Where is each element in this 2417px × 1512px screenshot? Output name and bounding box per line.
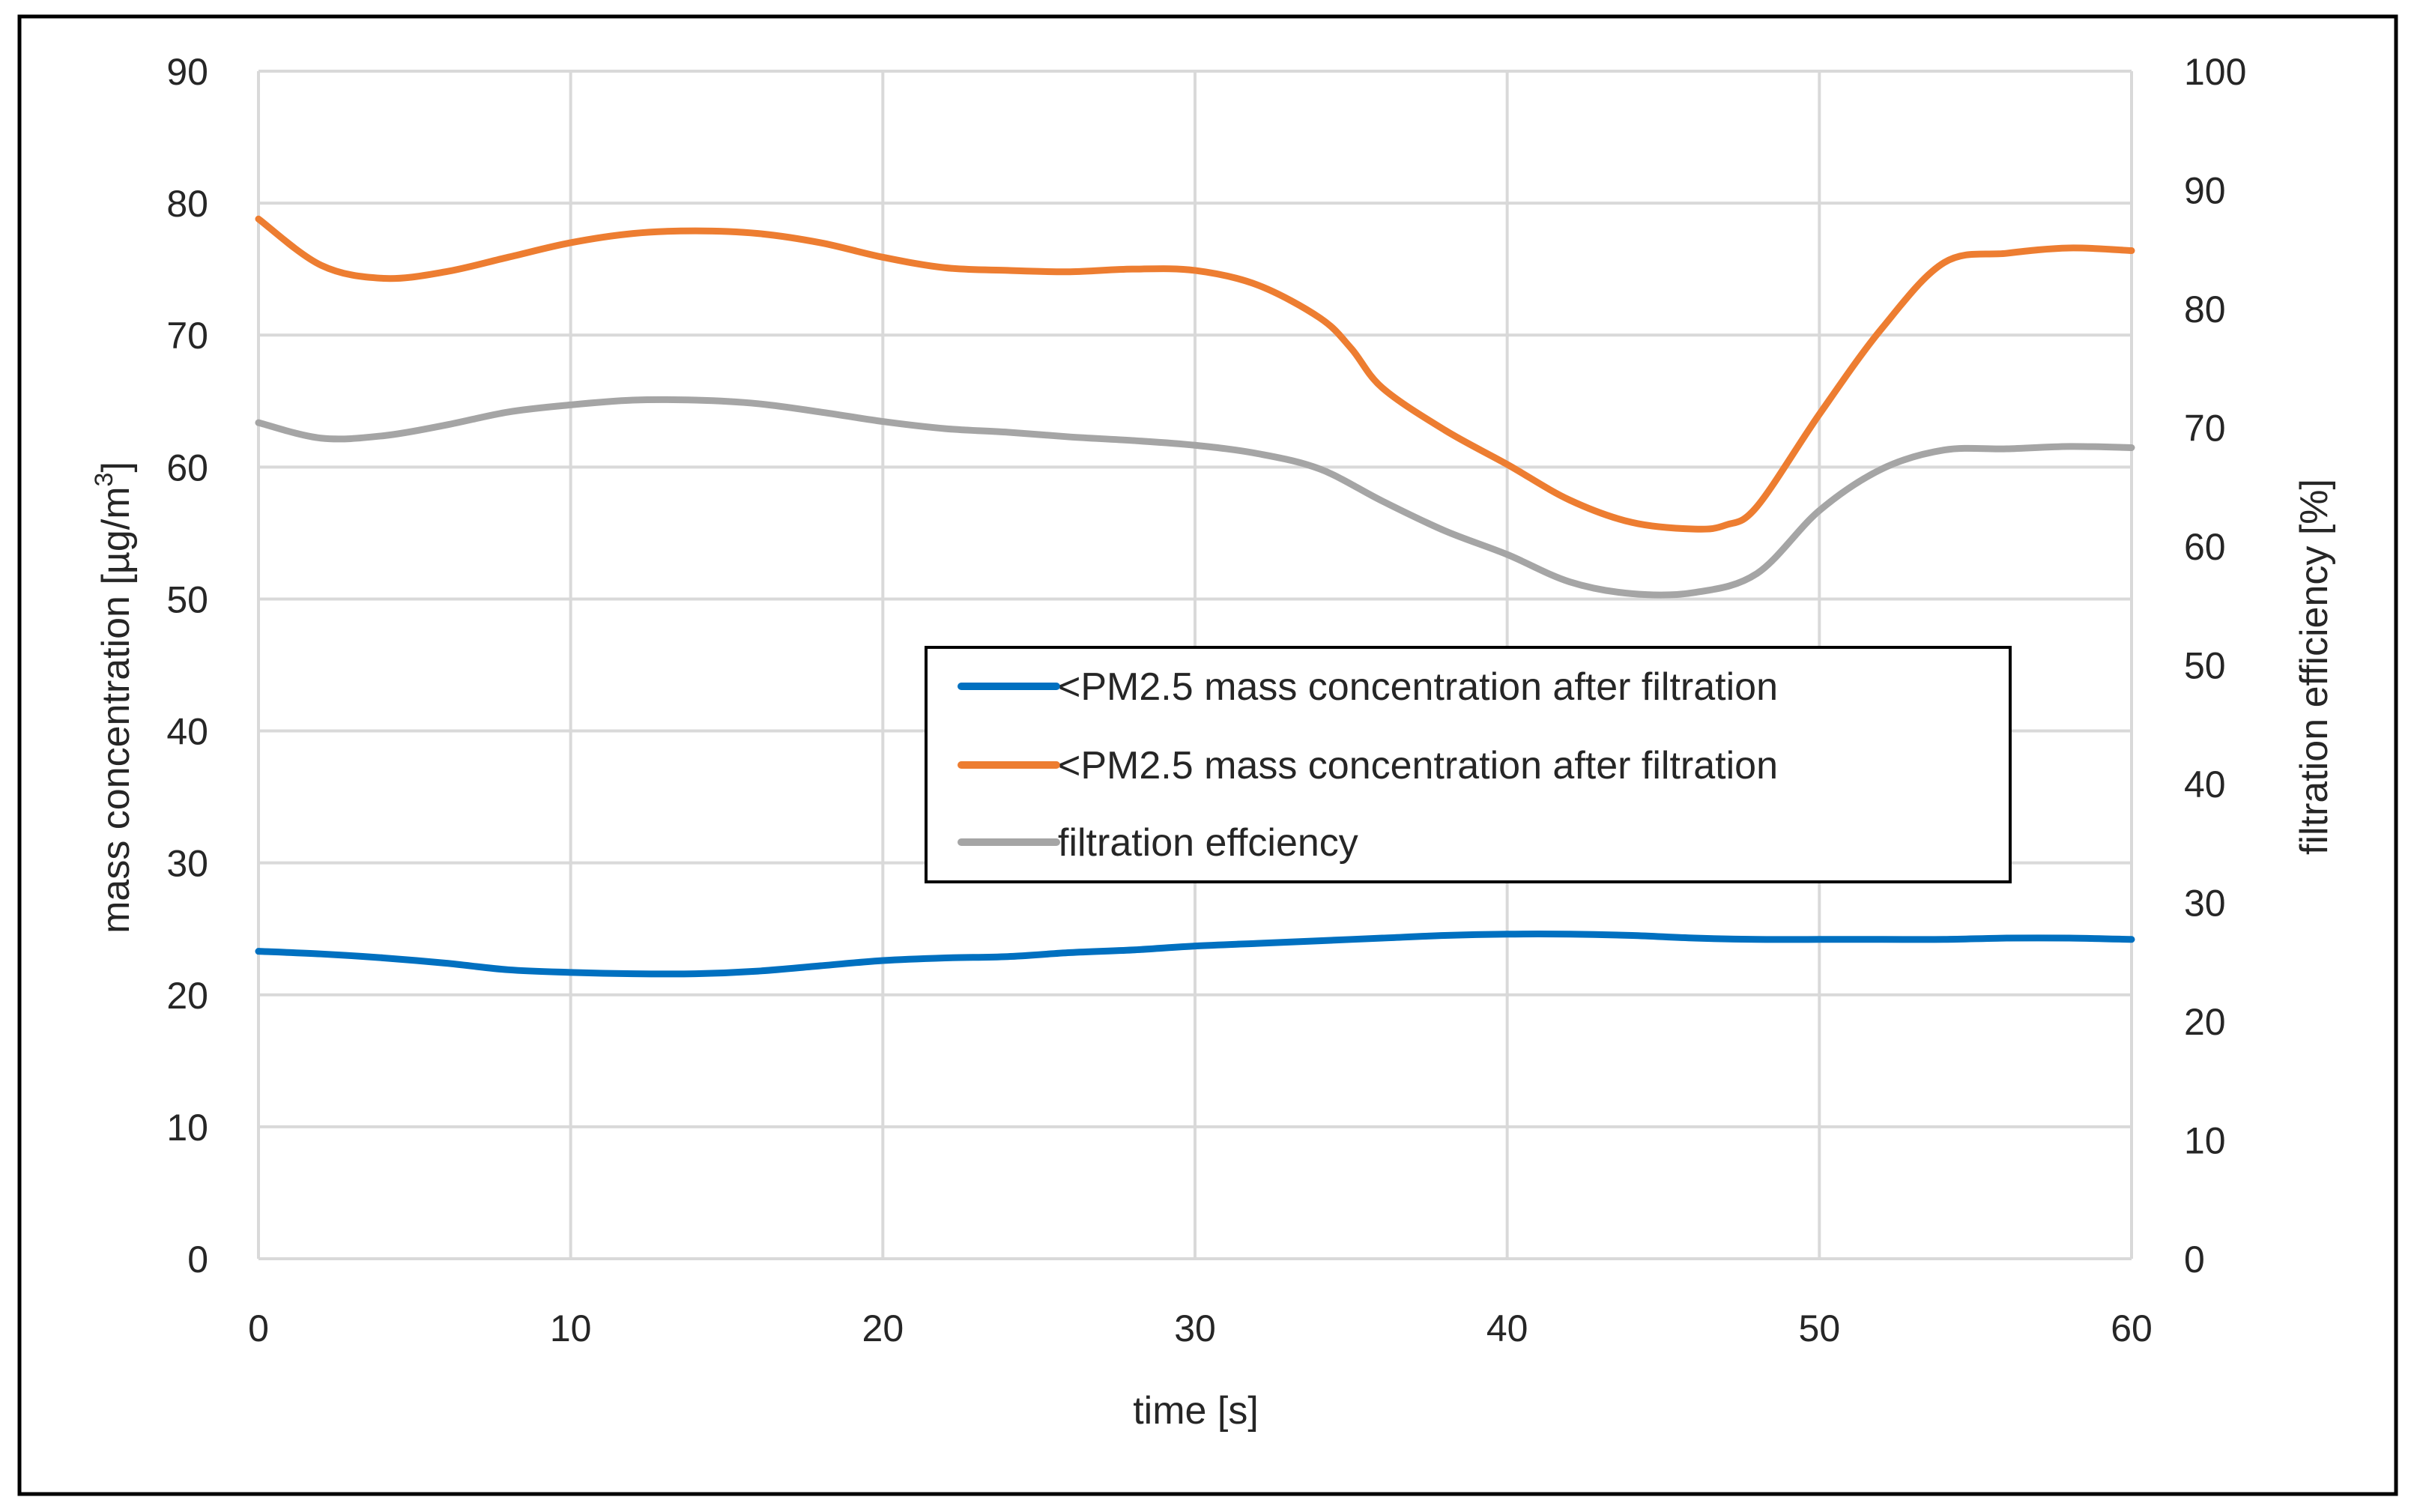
x-axis-title: time [s] bbox=[1133, 1389, 1259, 1433]
x-tick-label: 60 bbox=[2111, 1307, 2153, 1349]
series-line-mass-concentration-orange bbox=[255, 215, 2135, 533]
legend: <PM2.5 mass concentration after filtrati… bbox=[925, 646, 2012, 883]
x-tick-label: 50 bbox=[1799, 1307, 1841, 1349]
y-right-tick-label: 80 bbox=[2184, 288, 2226, 330]
y-left-tick-label: 90 bbox=[166, 51, 208, 93]
series-group bbox=[255, 215, 2135, 978]
y-right-tick-label: 70 bbox=[2184, 408, 2226, 450]
y-left-tick-label: 20 bbox=[166, 975, 208, 1017]
y-right-tick-label: 10 bbox=[2184, 1120, 2226, 1162]
y-left-tick-label: 70 bbox=[166, 315, 208, 357]
y-axis-left-title-superscript: 3 bbox=[90, 473, 118, 487]
y-left-tick-label: 60 bbox=[166, 447, 208, 489]
y-axis-left-title: mass concentration [µg/m3] bbox=[90, 462, 138, 934]
y-right-tick-label: 30 bbox=[2184, 883, 2226, 925]
x-tick-label: 20 bbox=[862, 1307, 904, 1349]
y-left-tick-label: 80 bbox=[166, 183, 208, 225]
y-left-tick-label: 30 bbox=[166, 843, 208, 885]
y-left-tick-label: 10 bbox=[166, 1107, 208, 1149]
y-axis-left-title-end: ] bbox=[94, 462, 138, 472]
y-left-tick-label: 40 bbox=[166, 711, 208, 753]
y-right-tick-label: 100 bbox=[2184, 51, 2246, 93]
y-right-tick-label: 90 bbox=[2184, 170, 2226, 212]
legend-box bbox=[925, 646, 2012, 883]
y-right-tick-label: 0 bbox=[2184, 1239, 2205, 1280]
y-right-tick-label: 20 bbox=[2184, 1001, 2226, 1043]
y-right-tick-label: 40 bbox=[2184, 763, 2226, 805]
y-axis-right-title: filtration efficiency [%] bbox=[2293, 479, 2336, 855]
tick-labels: 0 10 20 30 40 50 60 70 80 90 0 10 20 30 40 50 60 0 10 20 30 4… bbox=[166, 51, 2246, 1349]
x-tick-label: 40 bbox=[1486, 1307, 1528, 1349]
y-right-tick-label: 60 bbox=[2184, 526, 2226, 568]
legend-label-filtration-efficiency: filtration effciency bbox=[1058, 821, 1358, 865]
x-tick-label: 10 bbox=[550, 1307, 592, 1349]
legend-label-mass-concentration-blue: <PM2.5 mass concentration after filtrati… bbox=[1058, 665, 1778, 709]
series-line-filtration-efficiency bbox=[255, 396, 2135, 599]
y-right-tick-label: 50 bbox=[2184, 645, 2226, 687]
x-tick-label: 0 bbox=[248, 1307, 269, 1349]
y-left-tick-label: 50 bbox=[166, 578, 208, 620]
y-axis-left-title-main: mass concentration [µg/m bbox=[94, 486, 138, 933]
series-line-mass-concentration-blue bbox=[255, 931, 2135, 978]
x-tick-label: 30 bbox=[1174, 1307, 1216, 1349]
legend-label-mass-concentration-orange: <PM2.5 mass concentration after filtrati… bbox=[1058, 744, 1778, 787]
y-left-tick-label: 0 bbox=[187, 1239, 208, 1280]
